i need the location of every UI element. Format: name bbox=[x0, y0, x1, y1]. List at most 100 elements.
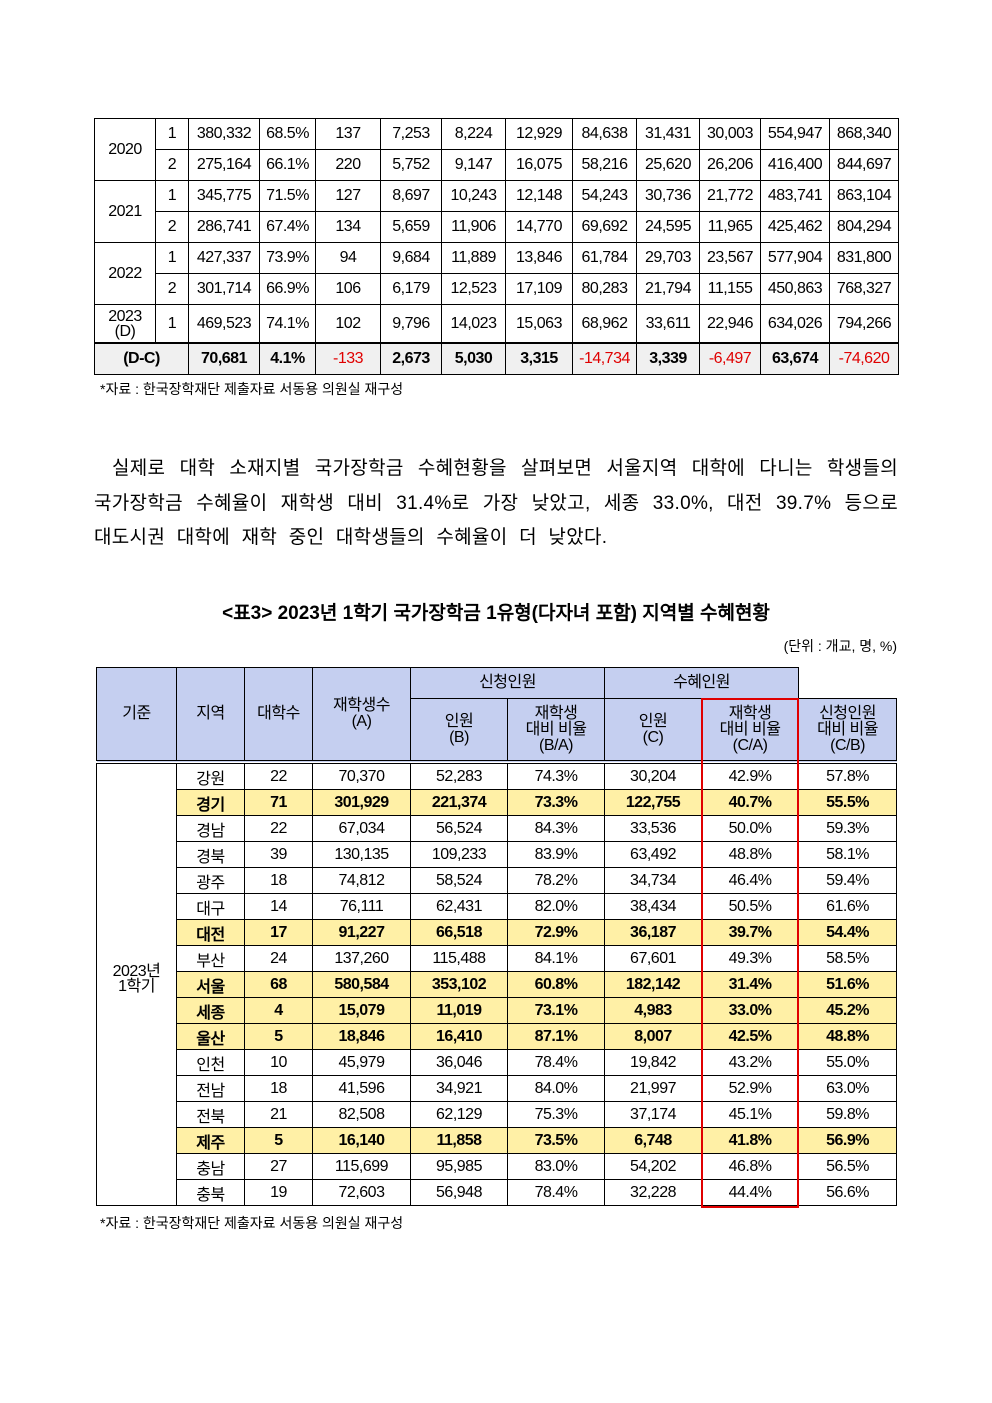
value-cell: 61,784 bbox=[572, 242, 637, 274]
header-benefit-ratio-enrolled: 재학생 대비 비율 (C/A) bbox=[701, 698, 800, 763]
value-cell: 416,400 bbox=[760, 149, 830, 181]
value-cell: 36,187 bbox=[604, 919, 703, 946]
value-cell: 8,697 bbox=[380, 180, 442, 212]
region-cell: 대구 bbox=[176, 893, 245, 920]
value-cell: 52,283 bbox=[410, 760, 508, 790]
value-cell: 73.1% bbox=[506, 997, 606, 1024]
value-cell: 25,620 bbox=[636, 149, 700, 181]
value-cell: 95,985 bbox=[410, 1153, 508, 1180]
value-cell: 78.4% bbox=[506, 1049, 606, 1076]
value-cell: 76,111 bbox=[312, 893, 411, 920]
value-cell: 27 bbox=[244, 1153, 313, 1180]
value-cell: 353,102 bbox=[410, 971, 508, 998]
region-cell: 광주 bbox=[176, 867, 245, 894]
value-cell: 12,929 bbox=[505, 118, 573, 150]
table-row: 2022 1 427,337 73.9% 94 9,684 11,889 13,846 61,7… bbox=[94, 242, 899, 305]
semester-cell: 1 bbox=[155, 118, 189, 150]
value-cell: 82,508 bbox=[312, 1101, 411, 1128]
value-cell: 54,202 bbox=[604, 1153, 703, 1180]
value-cell: 14,770 bbox=[505, 211, 573, 243]
header-benefit: 수혜인원 bbox=[604, 667, 800, 699]
value-cell: 63,492 bbox=[604, 841, 703, 868]
basis-cell: 2023년 1학기 bbox=[96, 760, 177, 1206]
header-region: 지역 bbox=[176, 667, 245, 763]
value-cell: 72.9% bbox=[506, 919, 606, 946]
value-cell: 18 bbox=[244, 1075, 313, 1102]
value-cell: 4 bbox=[244, 997, 313, 1024]
value-cell: 54,243 bbox=[572, 180, 637, 212]
table-row: 2 301,714 66.9% 106 6,179 12,523 17,109 80,283 2… bbox=[95, 273, 899, 305]
value-cell: 863,104 bbox=[829, 180, 899, 212]
value-cell: 16,410 bbox=[410, 1023, 508, 1050]
table-row: 대구 14 76,111 62,431 82.0% 38,434 50.5% 61.6% bbox=[97, 893, 898, 920]
value-cell: 137,260 bbox=[312, 945, 411, 972]
table-row: 경북 39 130,135 109,233 83.9% 63,492 48.8% 58.1% bbox=[97, 841, 898, 868]
region-cell: 경남 bbox=[176, 815, 245, 842]
value-cell: 31.4% bbox=[701, 971, 800, 998]
value-cell: 275,164 bbox=[188, 149, 260, 181]
value-cell: 9,796 bbox=[380, 304, 442, 344]
value-cell: 8,224 bbox=[441, 118, 506, 150]
value-cell: 45.2% bbox=[798, 997, 898, 1024]
value-cell: 554,947 bbox=[760, 118, 830, 150]
region-cell: 전북 bbox=[176, 1101, 245, 1128]
table-row: 2 286,741 67.4% 134 5,659 11,906 14,770 69,692 2… bbox=[95, 211, 899, 243]
value-cell: 8,007 bbox=[604, 1023, 703, 1050]
region-cell: 울산 bbox=[176, 1023, 245, 1050]
header-applied: 신청인원 bbox=[409, 667, 606, 699]
value-cell: 21,794 bbox=[636, 273, 700, 305]
diff-value: 70,681 bbox=[188, 342, 260, 375]
value-cell: 39 bbox=[244, 841, 313, 868]
yearly-stats-table: 2020 1 380,332 68.5% 137 7,253 8,224 12,929 84,6… bbox=[94, 118, 899, 375]
value-cell: 46.4% bbox=[701, 867, 800, 894]
diff-value: 3,315 bbox=[505, 342, 573, 375]
table-row: 서울 68 580,584 353,102 60.8% 182,142 31.4% 51.6% bbox=[97, 971, 898, 998]
table-row: 2023 (D) 1 469,523 74.1% 102 9,796 14,023 15,06… bbox=[94, 304, 899, 344]
value-cell: 45,979 bbox=[312, 1049, 411, 1076]
value-cell: 483,741 bbox=[760, 180, 830, 212]
value-cell: 301,929 bbox=[312, 789, 411, 816]
value-cell: 33,536 bbox=[604, 815, 703, 842]
value-cell: 68.5% bbox=[259, 118, 316, 150]
value-cell: 37,174 bbox=[604, 1101, 703, 1128]
value-cell: 768,327 bbox=[829, 273, 899, 305]
value-cell: 22,946 bbox=[699, 304, 761, 344]
value-cell: 130,135 bbox=[312, 841, 411, 868]
value-cell: 221,374 bbox=[410, 789, 508, 816]
value-cell: 74.1% bbox=[259, 304, 316, 344]
value-cell: 21 bbox=[244, 1101, 313, 1128]
value-cell: 42.5% bbox=[701, 1023, 800, 1050]
value-cell: 62,431 bbox=[410, 893, 508, 920]
table-row: 부산 24 137,260 115,488 84.1% 67,601 49.3% 58.5% bbox=[97, 945, 898, 972]
value-cell: 122,755 bbox=[604, 789, 703, 816]
value-cell: 82.0% bbox=[506, 893, 606, 920]
value-cell: 102 bbox=[315, 304, 381, 344]
value-cell: 63.0% bbox=[798, 1075, 898, 1102]
value-cell: 67,601 bbox=[604, 945, 703, 972]
value-cell: 13,846 bbox=[505, 242, 573, 274]
value-cell: 50.0% bbox=[701, 815, 800, 842]
value-cell: 577,904 bbox=[760, 242, 830, 274]
value-cell: 7,253 bbox=[380, 118, 442, 150]
value-cell: 16,140 bbox=[312, 1127, 411, 1154]
value-cell: 10,243 bbox=[441, 180, 506, 212]
value-cell: 868,340 bbox=[829, 118, 899, 150]
value-cell: 106 bbox=[315, 273, 381, 305]
region-cell: 전남 bbox=[176, 1075, 245, 1102]
value-cell: 44.4% bbox=[701, 1179, 800, 1206]
value-cell: 57.8% bbox=[798, 760, 898, 790]
source-note: *자료 : 한국장학재단 제출자료 서동용 의원실 재구성 bbox=[100, 381, 404, 397]
value-cell: 58.5% bbox=[798, 945, 898, 972]
table-row: 경기 71 301,929 221,374 73.3% 122,755 40.7% 55.5% bbox=[97, 789, 898, 816]
semester-cell: 1 bbox=[155, 242, 189, 274]
value-cell: 41.8% bbox=[701, 1127, 800, 1154]
value-cell: 301,714 bbox=[188, 273, 260, 305]
header-basis: 기준 bbox=[96, 667, 177, 763]
value-cell: 115,488 bbox=[410, 945, 508, 972]
value-cell: 21,772 bbox=[699, 180, 761, 212]
value-cell: 59.8% bbox=[798, 1101, 898, 1128]
value-cell: 5,752 bbox=[380, 149, 442, 181]
semester-cell: 2 bbox=[155, 273, 189, 305]
value-cell: 68 bbox=[244, 971, 313, 998]
diff-value: 5,030 bbox=[441, 342, 506, 375]
